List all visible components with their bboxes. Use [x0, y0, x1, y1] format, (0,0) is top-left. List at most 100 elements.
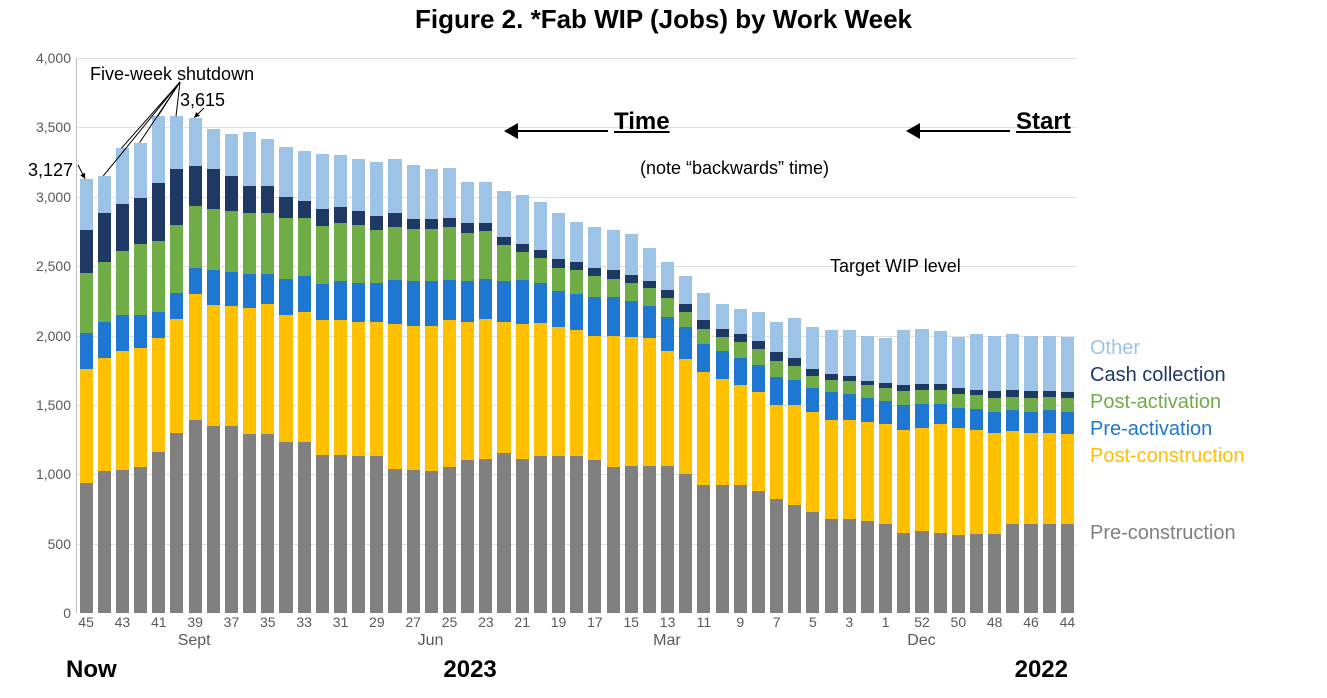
bar-segment-cash-collection: [625, 275, 638, 283]
bar-segment-post-construction: [497, 322, 510, 454]
y-axis-tick-label: 3,000: [36, 189, 71, 205]
bar-column: [95, 176, 113, 613]
y-axis-tick-label: 1,500: [36, 397, 71, 413]
bar-segment-post-construction: [279, 315, 292, 443]
bar: [352, 159, 365, 613]
bar-column: 41: [150, 116, 168, 613]
bar-segment-cash-collection: [316, 209, 329, 226]
bar-segment-pre-construction: [915, 531, 928, 613]
bar-segment-cash-collection: [98, 213, 111, 262]
bar-segment-other: [516, 195, 529, 244]
bar-segment-post-construction: [207, 305, 220, 426]
chart-title: Figure 2. *Fab WIP (Jobs) by Work Week: [0, 4, 1327, 35]
x-axis-tick-label: 48: [987, 615, 1003, 629]
bar-segment-pre-activation: [843, 394, 856, 420]
bar-segment-post-construction: [225, 306, 238, 425]
bar: [225, 134, 238, 613]
bar: [334, 155, 347, 613]
bar-segment-post-activation: [770, 361, 783, 378]
bar-segment-post-activation: [1024, 398, 1037, 412]
bar-segment-pre-construction: [261, 434, 274, 613]
bar-segment-post-construction: [334, 320, 347, 455]
bar-segment-pre-construction: [243, 434, 256, 613]
bar: [1024, 336, 1037, 613]
bar-segment-pre-activation: [479, 279, 492, 319]
bar-segment-cash-collection: [752, 341, 765, 349]
bar: [1061, 337, 1074, 613]
bar-column: 3: [840, 330, 858, 613]
bar-segment-cash-collection: [1006, 390, 1019, 397]
bar-segment-post-construction: [1024, 433, 1037, 525]
bar-segment-post-activation: [716, 337, 729, 351]
bar-segment-pre-activation: [243, 274, 256, 307]
bar-segment-pre-activation: [534, 283, 547, 323]
bar-column: [313, 154, 331, 613]
bar-segment-post-construction: [98, 358, 111, 472]
bar: [98, 176, 111, 613]
bar-segment-post-construction: [570, 330, 583, 456]
bar: [170, 116, 183, 613]
bar-segment-other: [734, 309, 747, 334]
bar-segment-post-activation: [552, 268, 565, 292]
bar: [1043, 336, 1056, 613]
month-marker-mar: Mar: [653, 632, 681, 650]
bar-segment-post-construction: [80, 369, 93, 483]
bar-segment-pre-construction: [207, 426, 220, 613]
bar-column: [604, 230, 622, 613]
bar-segment-pre-activation: [443, 280, 456, 320]
bar-segment-pre-activation: [988, 412, 1001, 433]
bar-segment-pre-activation: [261, 274, 274, 303]
bar-segment-post-activation: [625, 283, 638, 301]
bar-segment-other: [425, 169, 438, 219]
bar: [207, 129, 220, 613]
bar-segment-pre-activation: [1043, 410, 1056, 432]
legend-item-other: Other: [1090, 335, 1245, 362]
x-axis-tick-label: 44: [1060, 615, 1076, 629]
bar-segment-post-activation: [388, 227, 401, 280]
x-axis-tick-label: 15: [623, 615, 639, 629]
bar-segment-post-construction: [897, 430, 910, 533]
bar-segment-pre-activation: [607, 297, 620, 336]
bar-segment-pre-construction: [1061, 524, 1074, 613]
bar-segment-pre-activation: [1006, 410, 1019, 431]
bar-segment-post-construction: [716, 379, 729, 486]
bar-segment-pre-construction: [679, 474, 692, 613]
bar: [915, 329, 928, 613]
bar-column: 45: [77, 179, 95, 613]
y-axis-tick-label: 2,000: [36, 328, 71, 344]
bar-segment-other: [588, 227, 601, 267]
bar-segment-post-activation: [134, 244, 147, 315]
bar: [697, 293, 710, 613]
bar-segment-other: [134, 143, 147, 199]
bar: [134, 143, 147, 613]
bar-column: [132, 143, 150, 613]
bar-column: 25: [440, 168, 458, 613]
bar-segment-post-construction: [588, 336, 601, 461]
bar-segment-post-activation: [443, 227, 456, 280]
bar-segment-post-construction: [316, 320, 329, 455]
bar: [370, 162, 383, 613]
bar-segment-pre-activation: [388, 280, 401, 324]
bar-segment-pre-activation: [825, 392, 838, 420]
bar-segment-other: [279, 147, 292, 197]
bar-column: [640, 248, 658, 613]
bar-segment-cash-collection: [770, 352, 783, 360]
bar-segment-other: [952, 337, 965, 388]
bar-segment-pre-construction: [825, 519, 838, 613]
bar-segment-pre-activation: [752, 365, 765, 393]
bar-segment-post-construction: [243, 308, 256, 434]
bar: [625, 234, 638, 613]
bar: [897, 330, 910, 613]
bar-segment-post-construction: [407, 326, 420, 470]
bar-segment-pre-activation: [425, 281, 438, 325]
peak-value-annotation: 3,615: [180, 90, 225, 111]
bar-segment-cash-collection: [607, 270, 620, 278]
bar: [716, 304, 729, 613]
bar-segment-pre-construction: [80, 483, 93, 613]
bar-segment-other: [843, 330, 856, 376]
bar-segment-pre-activation: [407, 281, 420, 325]
bar-column: [241, 132, 259, 613]
bar-segment-cash-collection: [334, 207, 347, 224]
bar-segment-other: [897, 330, 910, 386]
x-axis-tick-label: 3: [845, 615, 853, 629]
